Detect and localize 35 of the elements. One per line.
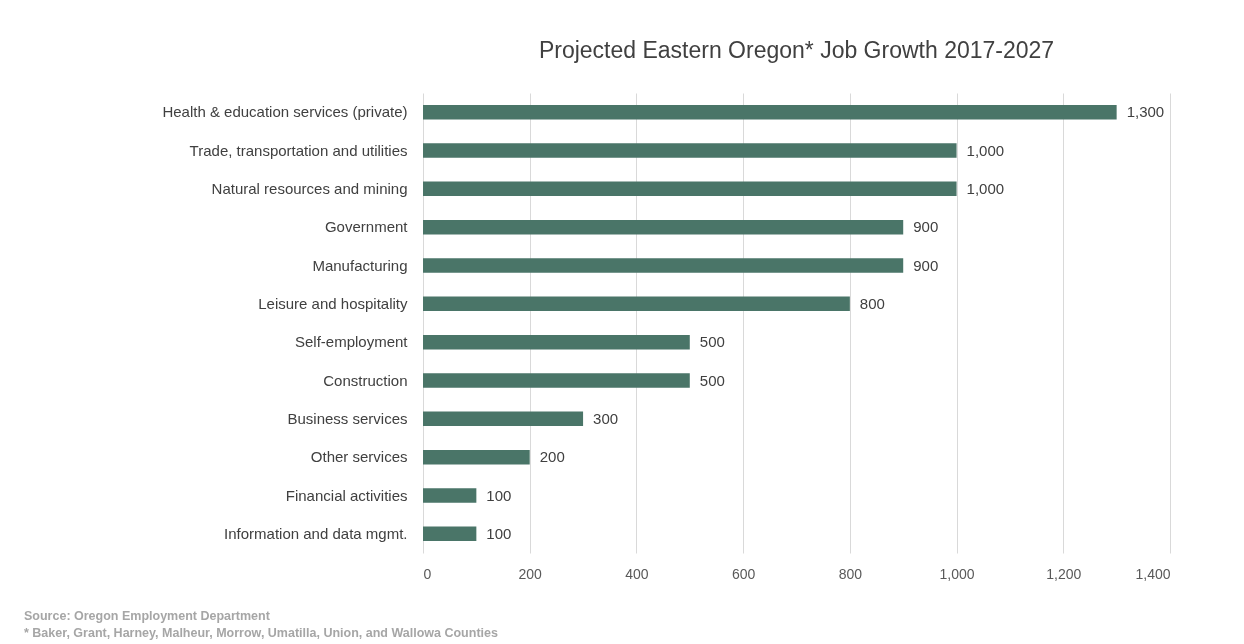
y-tick-label: Financial activities bbox=[285, 486, 408, 504]
x-tick-label: 400 bbox=[625, 565, 649, 582]
x-tick-label: 0 bbox=[423, 565, 432, 582]
data-label: 500 bbox=[699, 371, 725, 389]
y-tick-label: Information and data mgmt. bbox=[224, 524, 408, 542]
y-tick-label: Trade, transportation and utilities bbox=[189, 141, 408, 159]
data-label: 1,000 bbox=[966, 179, 1005, 197]
y-tick-label: Natural resources and mining bbox=[211, 179, 408, 197]
y-tick-label: Government bbox=[324, 218, 409, 236]
y-tick-label: Other services bbox=[310, 448, 408, 466]
data-label: 900 bbox=[913, 218, 939, 236]
y-tick-label: Manufacturing bbox=[312, 256, 408, 274]
y-tick-label: Leisure and hospitality bbox=[258, 294, 408, 312]
data-label: 900 bbox=[913, 256, 939, 274]
data-label: 500 bbox=[699, 333, 725, 351]
data-label: 100 bbox=[486, 524, 512, 542]
x-tick-label: 1,000 bbox=[939, 565, 975, 582]
data-label: 1,000 bbox=[966, 141, 1005, 159]
data-label: 200 bbox=[539, 448, 565, 466]
data-label: 300 bbox=[593, 409, 619, 427]
data-label: 1,300 bbox=[1126, 103, 1165, 121]
data-label: 100 bbox=[486, 486, 512, 504]
source-note: Source: Oregon Employment Department bbox=[24, 608, 271, 625]
data-label: 800 bbox=[859, 294, 885, 312]
x-tick-label: 600 bbox=[731, 565, 756, 582]
y-tick-label: Health & education services (private) bbox=[162, 103, 408, 121]
x-tick-label: 1,200 bbox=[1046, 565, 1082, 582]
x-tick-label: 200 bbox=[518, 565, 543, 582]
y-tick-label: Self-employment bbox=[294, 333, 409, 351]
y-tick-label: Business services bbox=[287, 409, 408, 427]
x-tick-label: 1,400 bbox=[1135, 565, 1171, 582]
chart-title: Projected Eastern Oregon* Job Growth 2017-2027 bbox=[538, 37, 1055, 63]
x-tick-label: 800 bbox=[838, 565, 863, 582]
text: * Baker, Grant, Harney, Malheur, Morrow, Umatilla, Union, and Wallowa Counties bbox=[24, 625, 498, 642]
y-tick-label: Construction bbox=[323, 371, 408, 389]
